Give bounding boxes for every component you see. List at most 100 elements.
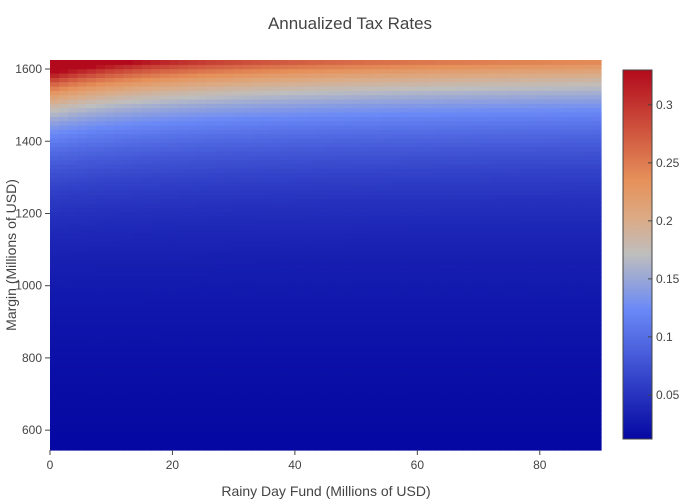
heatmap-cell [389, 354, 400, 360]
heatmap-cell [536, 138, 547, 143]
heatmap-cell [499, 320, 510, 325]
heatmap-cell [297, 185, 308, 191]
heatmap-cell [141, 155, 152, 161]
heatmap-cell [509, 155, 519, 161]
heatmap-cell [252, 133, 262, 139]
heatmap-cell [151, 94, 161, 100]
heatmap-cell [316, 398, 327, 403]
heatmap-cell [105, 133, 115, 139]
heatmap-cell [160, 311, 170, 317]
heatmap-cell [472, 164, 483, 169]
heatmap-cell [518, 411, 529, 416]
heatmap-cell [325, 376, 336, 382]
heatmap-cell [114, 346, 125, 351]
heatmap-cell [472, 398, 483, 403]
heatmap-cell [261, 159, 271, 165]
heatmap-cell [77, 112, 88, 117]
heatmap-cell [95, 263, 106, 269]
heatmap-cell [215, 333, 226, 338]
heatmap-cell [435, 125, 446, 130]
heatmap-cell [77, 281, 88, 286]
heatmap-cell [509, 233, 519, 239]
heatmap-cell [261, 372, 271, 377]
heatmap-cell [426, 181, 437, 187]
heatmap-cell [334, 73, 345, 78]
heatmap-cell [426, 272, 437, 278]
heatmap-cell [233, 146, 244, 152]
heatmap-cell [353, 315, 363, 321]
heatmap-cell [123, 60, 134, 65]
heatmap-cell [472, 60, 483, 65]
heatmap-cell [279, 73, 290, 78]
heatmap-cell [325, 380, 336, 386]
heatmap-cell [417, 411, 428, 416]
heatmap-cell [169, 233, 180, 239]
heatmap-cell [353, 289, 363, 295]
heatmap-cell [472, 380, 483, 386]
heatmap-cell [187, 103, 198, 109]
heatmap-cell [242, 376, 253, 382]
heatmap-cell [545, 190, 556, 195]
heatmap-cell [353, 68, 363, 74]
heatmap-cell [252, 164, 262, 169]
heatmap-cell [279, 428, 290, 434]
heatmap-cell [105, 164, 115, 169]
heatmap-cell [233, 328, 244, 334]
heatmap-cell [481, 363, 492, 369]
heatmap-cell [297, 216, 308, 221]
heatmap-cell [86, 246, 97, 252]
heatmap-cell [196, 229, 207, 234]
heatmap-cell [435, 376, 446, 382]
heatmap-cell [536, 302, 547, 308]
heatmap-cell [389, 432, 400, 438]
heatmap-cell [141, 194, 152, 200]
heatmap-cell [325, 146, 336, 152]
heatmap-cell [518, 359, 529, 364]
heatmap-cell [509, 337, 519, 343]
heatmap-cell [169, 190, 180, 195]
heatmap-cell [141, 116, 152, 122]
heatmap-cell [187, 68, 198, 74]
heatmap-cell [270, 359, 281, 364]
heatmap-cell [316, 315, 327, 321]
heatmap-cell [132, 60, 143, 65]
heatmap-cell [50, 133, 60, 139]
heatmap-cell [389, 268, 400, 273]
heatmap-cell [95, 276, 106, 282]
heatmap-cell [509, 99, 519, 104]
heatmap-cell [187, 385, 198, 390]
heatmap-cell [343, 437, 354, 442]
heatmap-cell [435, 337, 446, 343]
heatmap-cell [178, 77, 189, 83]
heatmap-cell [490, 437, 501, 442]
heatmap-cell [95, 289, 106, 295]
heatmap-cell [297, 437, 308, 442]
heatmap-cell [408, 320, 418, 325]
heatmap-cell [288, 289, 299, 295]
heatmap-cell [187, 372, 198, 377]
heatmap-cell [408, 216, 418, 221]
heatmap-cell [105, 73, 115, 78]
heatmap-cell [261, 142, 271, 148]
heatmap-cell [68, 133, 79, 139]
heatmap-cell [105, 320, 115, 325]
heatmap-cell [307, 376, 317, 382]
heatmap-cell [343, 424, 354, 429]
heatmap-cell [307, 216, 317, 221]
heatmap-cell [518, 441, 529, 447]
heatmap-cell [160, 168, 170, 174]
heatmap-cell [261, 190, 271, 195]
heatmap-cell [288, 437, 299, 442]
heatmap-cell [50, 120, 60, 126]
heatmap-cell [527, 250, 538, 256]
heatmap-cell [353, 177, 363, 182]
heatmap-cell [224, 86, 235, 91]
heatmap-cell [408, 194, 418, 200]
heatmap-cell [261, 406, 271, 412]
heatmap-cell [297, 112, 308, 117]
heatmap-cell [417, 285, 428, 291]
heatmap-cell [398, 177, 409, 182]
heatmap-cell [454, 281, 464, 286]
heatmap-cell [316, 432, 327, 438]
heatmap-cell [169, 315, 180, 321]
